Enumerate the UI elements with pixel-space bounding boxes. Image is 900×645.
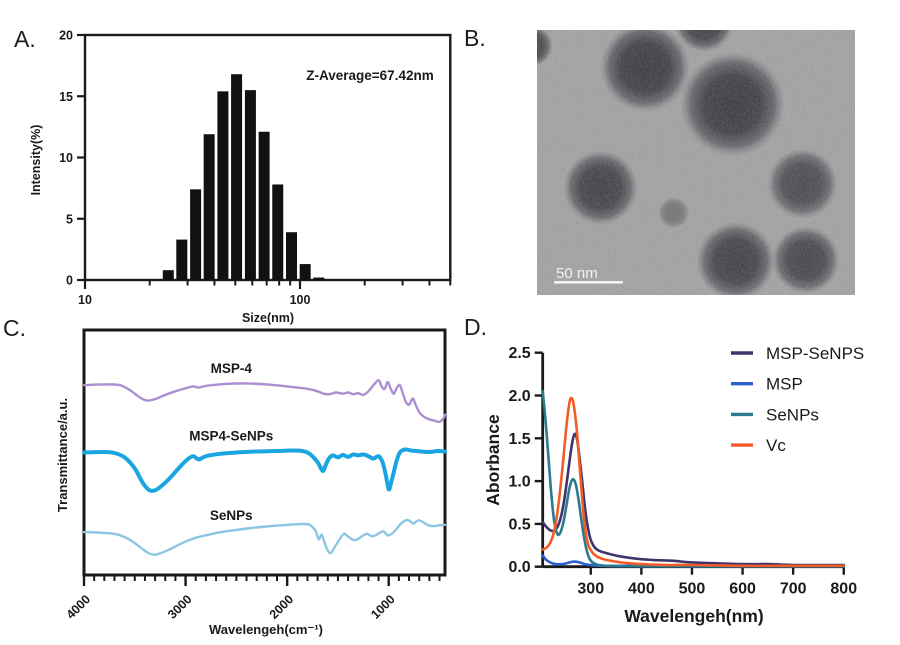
x-tick-label: 4000 [64,592,94,622]
x-tick-label: 500 [679,581,706,598]
y-axis-title: Transmittance/a.u. [55,398,70,512]
curve-label: MSP4-SeNPs [189,429,273,444]
x-tick-label: 700 [780,581,807,598]
x-axis-title: Wavelengeh(cm⁻¹) [209,622,323,637]
histogram-bar [231,74,243,280]
x-axis-title: Wavelengeh(nm) [624,606,763,626]
histogram-bar [313,277,325,280]
histogram-bar [176,239,188,280]
histogram-bar [258,131,270,280]
y-tick-label: 1.0 [508,474,530,491]
histogram-bar [244,90,256,280]
tem-scale-bar [554,281,623,284]
curve-label: MSP-4 [211,361,253,376]
tem-noise [537,30,855,295]
spectrum-SeNPs [541,389,846,568]
histogram-bar [272,184,284,280]
panel-a-letter: A. [14,26,36,52]
y-tick-label: 2.0 [508,388,530,405]
y-tick-label: 2.5 [508,345,530,362]
x-tick-label: 1000 [368,592,398,622]
y-tick-label: 10 [59,151,73,165]
histogram-bar [299,264,311,280]
y-tick-label: 0.5 [508,516,530,533]
z-average-annotation: Z-Average=67.42nm [306,68,433,83]
x-tick-label: 300 [577,581,604,598]
spectrum-Vc [541,396,846,568]
x-tick-label: 800 [830,581,857,598]
y-tick-label: 5 [66,212,73,226]
histogram-bar [190,189,202,280]
panel-histogram: 0 5 10 15 20 10 100 Z-Average=67.42nm Size(nm) In… [29,29,452,325]
y-tick-label: 20 [59,29,73,43]
y-tick-label: 0.0 [508,559,530,576]
y-axis-title: Intensity(%) [29,125,43,196]
panel-ftir: 4000 3000 2000 1000 MSP-4 MSP4-SeNPs SeNPs Wave… [55,328,447,637]
panel-d-letter: D. [464,314,487,340]
x-tick-label: 10 [78,293,92,307]
y-tick-label: 15 [59,90,73,104]
legend-label-MSP-SeNPS: MSP-SeNPS [766,344,864,363]
x-tick-label: 400 [628,581,655,598]
legend-label-Vc: Vc [766,436,786,455]
x-tick-label: 3000 [165,592,195,622]
panel-tem-image [537,30,855,295]
legend-label-MSP: MSP [766,375,803,394]
spectrum-SeNPs [82,518,447,556]
y-tick-label: 1.5 [508,431,530,448]
spectrum-MSP-SeNPS [541,432,846,567]
histogram-bar [162,270,174,280]
histogram-bar [217,91,229,280]
x-axis-title: Size(nm) [242,311,294,325]
histogram-bar [203,134,215,280]
histogram-bar [286,232,298,280]
legend-label-SeNPs: SeNPs [766,405,819,424]
panel-uvvis: 0.0 0.5 1.0 1.5 2.0 2.5 300 400 500 600 700 800 MSP-… [483,344,864,626]
x-tick-label: 100 [290,293,311,307]
y-tick-label: 0 [66,274,73,288]
x-tick-label: 2000 [267,592,297,622]
spectrum-MSP-4 [82,379,447,424]
y-axis-title: Aborbance [483,414,503,506]
curve-label: SeNPs [210,508,253,523]
panel-c-letter: C. [3,315,26,341]
x-tick-label: 600 [729,581,756,598]
tem-scale-bar-label: 50 nm [556,265,598,282]
panel-b-letter: B. [464,25,486,51]
spectrum-MSP4-SeNPs [82,447,447,493]
